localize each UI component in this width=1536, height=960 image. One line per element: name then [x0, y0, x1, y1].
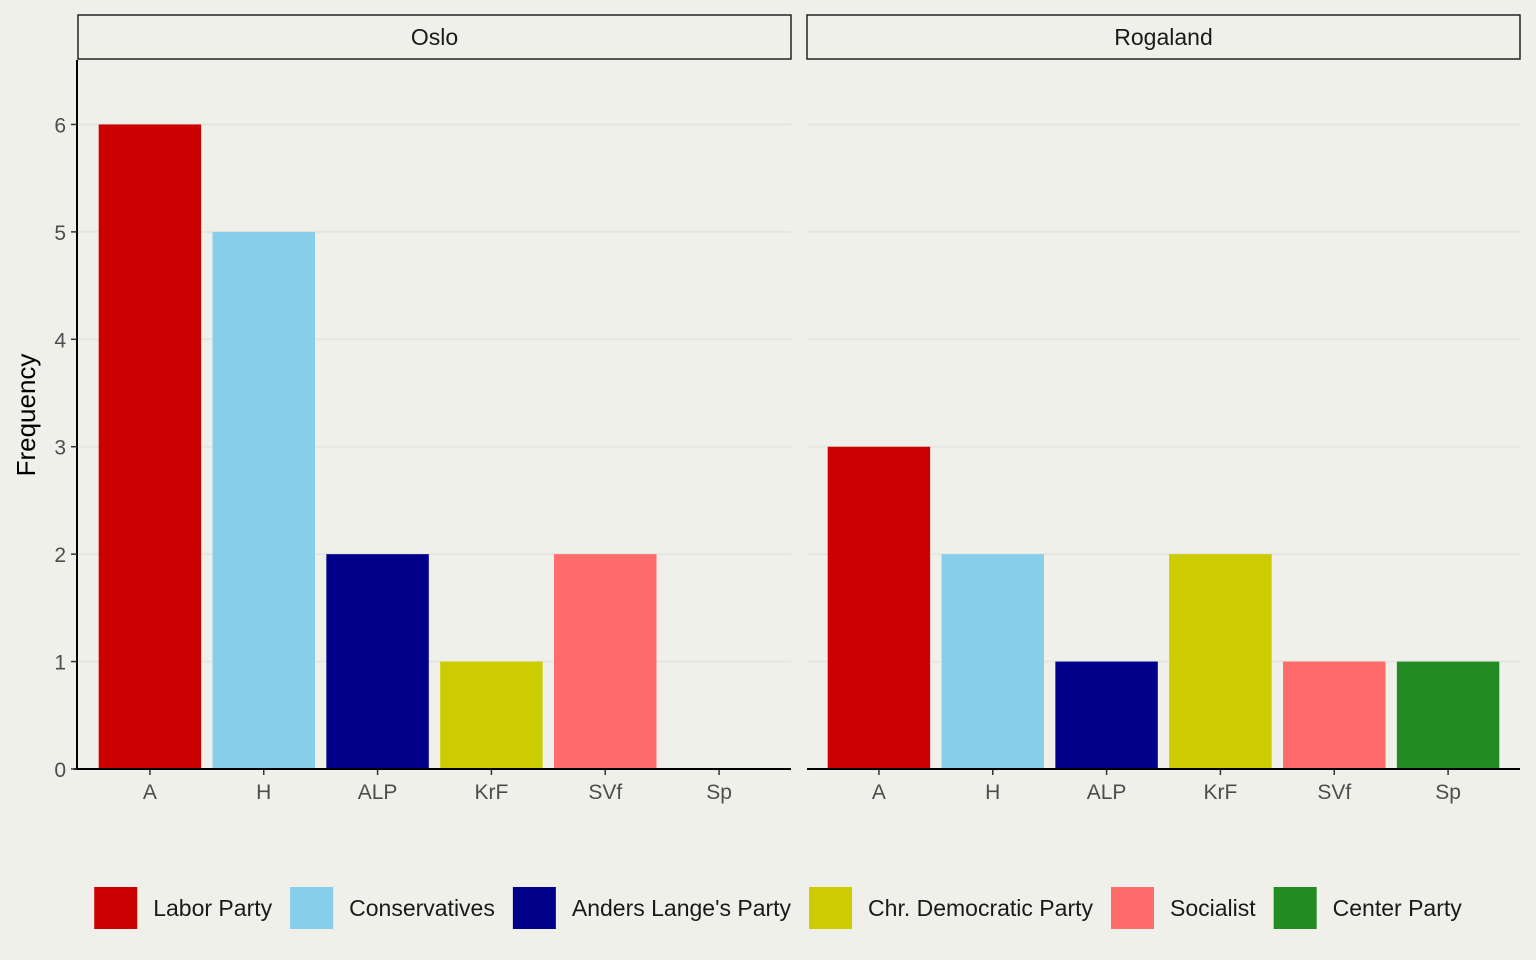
bar-rogaland-a — [827, 446, 931, 769]
bar-oslo-h — [212, 231, 315, 769]
x-tick-label-rogaland-a: A — [872, 781, 886, 804]
y-tick-label-6: 6 — [54, 114, 66, 137]
bar-rogaland-svf — [1283, 661, 1386, 769]
bar-oslo-krf — [440, 661, 543, 769]
legend-swatch-anders-lange-s-party — [512, 887, 556, 929]
legend-label-socialist: Socialist — [1170, 895, 1256, 921]
y-tick-label-1: 1 — [54, 652, 66, 675]
legend-swatch-chr-democratic-party — [809, 887, 853, 929]
legend-item-anders-lange-s-party: Anders Lange's Party — [512, 887, 792, 929]
legend-swatch-socialist — [1111, 887, 1155, 929]
legend-swatch-labor-party — [94, 887, 138, 929]
strip-rogaland — [806, 14, 1521, 60]
legend-item-conservatives: Conservatives — [290, 887, 495, 929]
bar-oslo-a — [98, 124, 202, 770]
y-tick-label-4: 4 — [54, 329, 66, 352]
legend-label-labor-party: Labor Party — [153, 895, 272, 921]
x-tick-label-rogaland-h: H — [985, 781, 1000, 804]
x-tick-label-rogaland-svf: SVf — [1317, 781, 1351, 804]
x-tick-label-oslo-h: H — [256, 781, 271, 804]
y-tick-label-3: 3 — [54, 437, 66, 460]
x-tick-label-rogaland-sp: Sp — [1435, 781, 1461, 804]
x-tick-label-oslo-a: A — [143, 781, 157, 804]
legend-item-chr-democratic-party: Chr. Democratic Party — [809, 887, 1094, 929]
x-tick-label-rogaland-krf: KrF — [1204, 781, 1238, 804]
legend-label-center-party: Center Party — [1333, 895, 1463, 921]
legend-label-chr-democratic-party: Chr. Democratic Party — [868, 895, 1093, 921]
x-tick-label-oslo-sp: Sp — [706, 781, 732, 804]
panel-oslo: Oslo A H ALP KrF SVf Sp 0 1 2 3 4 5 6 — [54, 14, 792, 804]
x-tick-label-oslo-alp: ALP — [358, 781, 398, 804]
legend-item-labor-party: Labor Party — [94, 887, 273, 929]
panel-title-oslo: Oslo — [411, 24, 458, 50]
bar-oslo-alp — [326, 554, 429, 769]
y-tick-label-2: 2 — [54, 544, 66, 567]
panel-title-rogaland: Rogaland — [1114, 24, 1212, 50]
y-axis-title: Frequency — [11, 354, 41, 477]
legend-item-socialist: Socialist — [1111, 887, 1256, 929]
bar-rogaland-h — [941, 554, 1044, 769]
legend: Labor Party Conservatives Anders Lange's P… — [94, 887, 1462, 929]
legend-label-conservatives: Conservatives — [349, 895, 495, 921]
legend-swatch-center-party — [1273, 887, 1317, 929]
bar-rogaland-alp — [1055, 661, 1158, 769]
bar-rogaland-sp — [1396, 661, 1500, 769]
panels: Oslo A H ALP KrF SVf Sp 0 1 2 3 4 5 6 Rogaland A H ALP KrF… — [54, 14, 1521, 804]
strip-oslo — [77, 14, 792, 60]
x-tick-label-rogaland-alp: ALP — [1087, 781, 1127, 804]
legend-label-anders-lange-s-party: Anders Lange's Party — [572, 895, 792, 921]
x-tick-label-oslo-svf: SVf — [588, 781, 622, 804]
y-tick-label-0: 0 — [54, 759, 66, 782]
y-tick-label-5: 5 — [54, 222, 66, 245]
legend-item-center-party: Center Party — [1273, 887, 1463, 929]
bar-rogaland-krf — [1169, 554, 1272, 769]
legend-swatch-conservatives — [290, 887, 334, 929]
panel-rogaland: Rogaland A H ALP KrF SVf Sp — [806, 14, 1521, 804]
x-tick-label-oslo-krf: KrF — [475, 781, 509, 804]
bar-oslo-svf — [554, 554, 657, 769]
